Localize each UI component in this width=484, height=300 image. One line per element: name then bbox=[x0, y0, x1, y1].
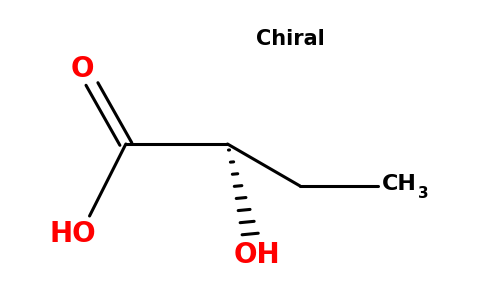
Text: Chiral: Chiral bbox=[256, 29, 325, 49]
Text: HO: HO bbox=[49, 220, 96, 248]
Text: 3: 3 bbox=[418, 186, 429, 201]
Text: O: O bbox=[71, 55, 94, 83]
Text: OH: OH bbox=[233, 241, 280, 269]
Text: CH: CH bbox=[382, 175, 417, 194]
